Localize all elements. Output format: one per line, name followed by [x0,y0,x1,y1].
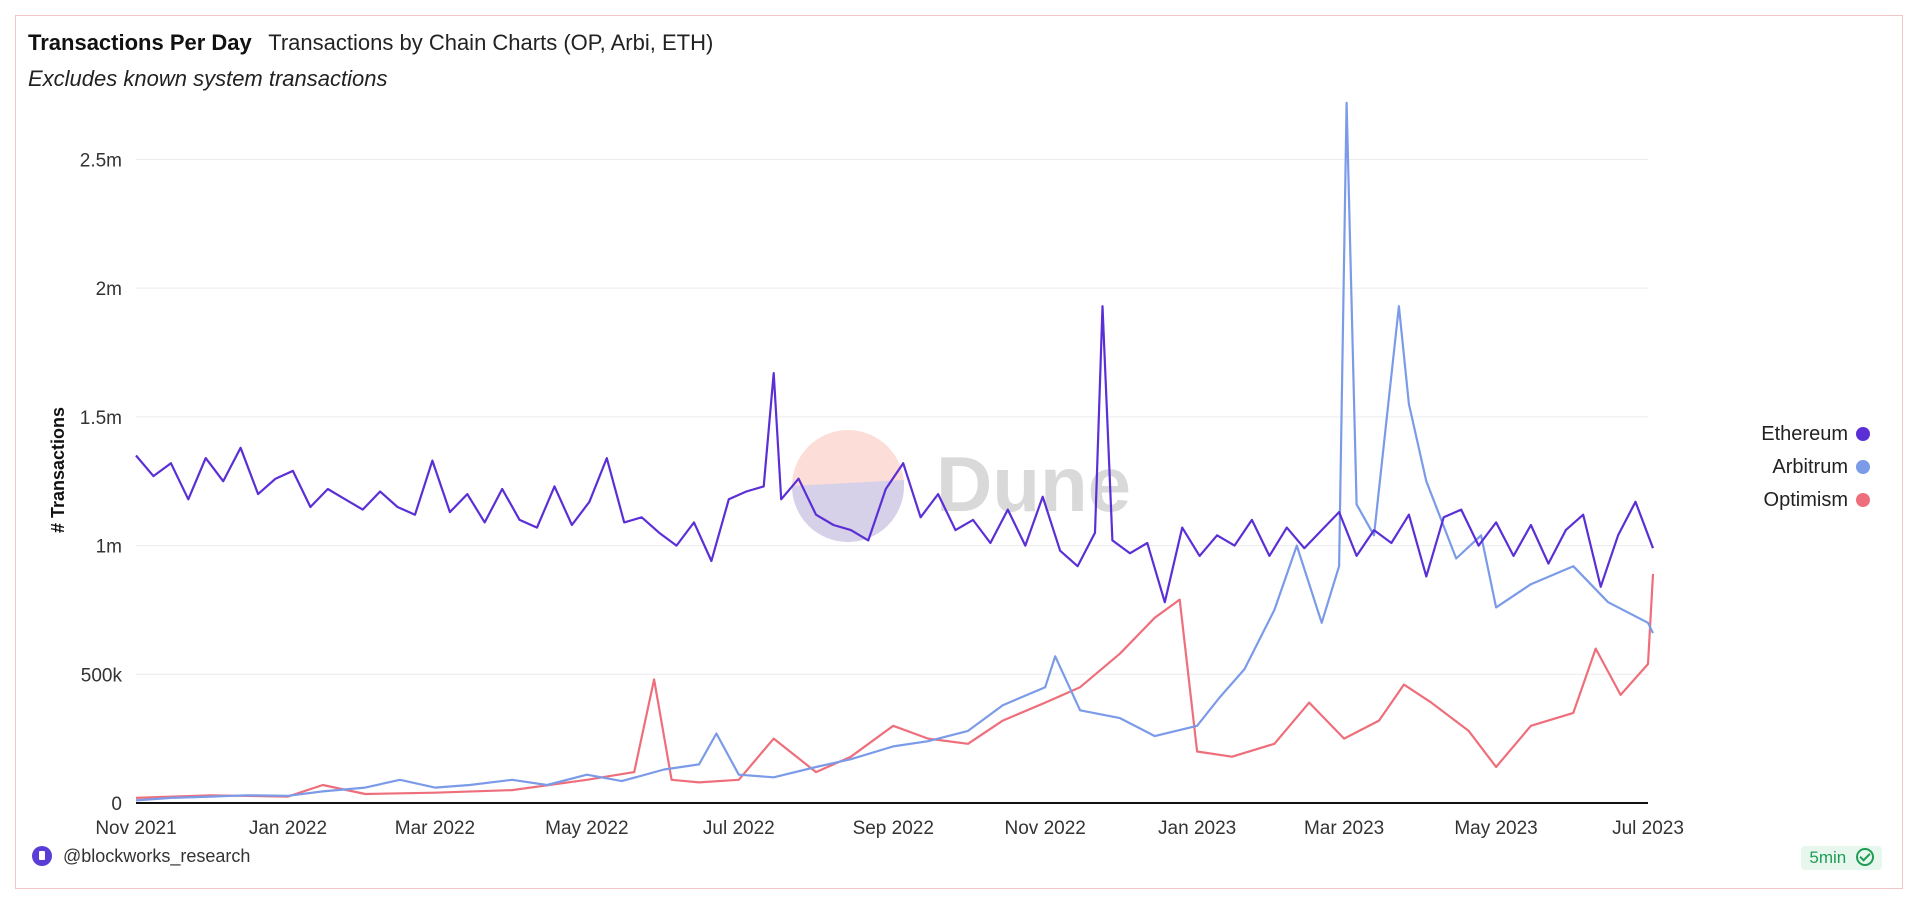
y-tick-label: 1m [96,537,122,558]
legend-dot-icon [1856,427,1870,441]
author-username: @blockworks_research [63,846,251,866]
x-tick-label: Mar 2023 [1304,818,1384,839]
author-link[interactable]: @blockworks_research [32,846,250,867]
dune-watermark: Dune [792,430,1131,542]
avatar [32,846,52,866]
chart-title: Transactions Per Day [28,30,252,55]
y-tick-label: 500k [81,665,123,686]
x-tick-label: May 2023 [1454,818,1537,839]
x-tick-label: Mar 2022 [395,818,475,839]
x-tick-label: May 2022 [545,818,628,839]
y-tick-label: 2m [96,279,122,300]
legend-label: Ethereum [1761,423,1848,445]
x-tick-label: Jul 2023 [1612,818,1684,839]
chart-subtitle: Transactions by Chain Charts (OP, Arbi, … [268,30,714,55]
check-circle-icon [1856,848,1874,866]
y-tick-label: 2.5m [80,150,122,171]
series-line-optimism [135,573,1655,799]
dune-watermark-text: Dune [936,440,1131,528]
chart-header: Transactions Per Day Transactions by Cha… [28,30,713,56]
series-line-ethereum [135,305,1655,604]
refresh-badge[interactable]: 5min [1801,846,1882,870]
dune-logo-shadow [792,480,904,542]
chart-note: Excludes known system transactions [28,66,388,91]
chart-legend: Ethereum Arbitrum Optimism [1761,418,1870,517]
legend-item-arbitrum[interactable]: Arbitrum [1761,451,1870,484]
legend-item-ethereum[interactable]: Ethereum [1761,418,1870,451]
axes: 0 500k 1m 1.5m 2m 2.5m Nov 2021 Jan 2022 Mar 202… [80,150,1684,839]
refresh-interval: 5min [1809,848,1847,867]
series-lines [135,101,1655,802]
x-tick-label: Jul 2022 [703,818,775,839]
legend-dot-icon [1856,460,1870,474]
y-axis-label: # Transactions [48,407,68,533]
legend-item-optimism[interactable]: Optimism [1761,484,1870,517]
x-tick-label: Nov 2021 [95,818,176,839]
legend-label: Arbitrum [1772,456,1848,478]
series-line-arbitrum [135,101,1654,802]
x-tick-label: Jan 2023 [1158,818,1236,839]
x-tick-label: Jan 2022 [249,818,327,839]
legend-dot-icon [1856,493,1870,507]
grid-lines [136,158,1648,675]
y-tick-label: 0 [111,794,122,815]
legend-label: Optimism [1763,489,1848,511]
x-tick-label: Nov 2022 [1005,818,1086,839]
y-tick-label: 1.5m [80,408,122,429]
x-tick-label: Sep 2022 [853,818,934,839]
